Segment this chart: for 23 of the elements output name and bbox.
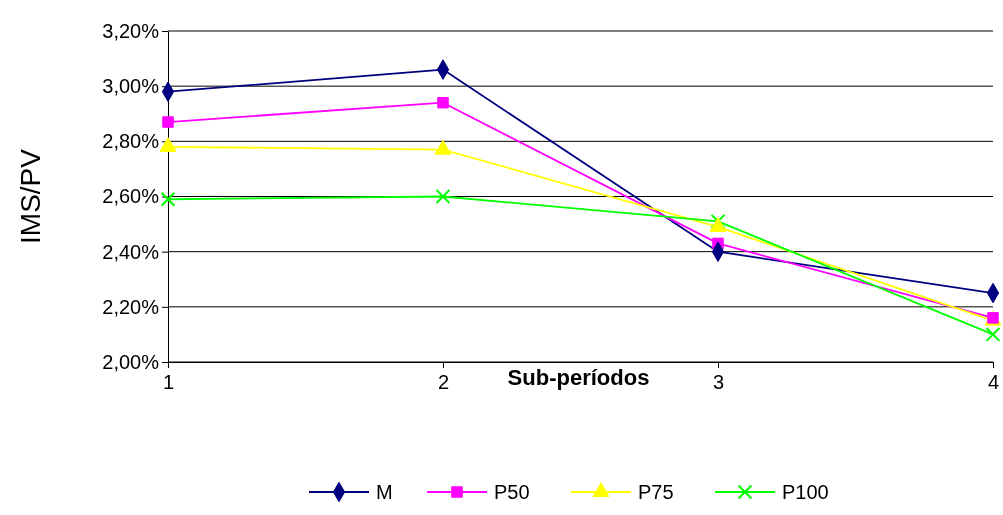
- legend-label: P75: [638, 481, 674, 503]
- y-tick-label: 3,20%: [102, 19, 160, 42]
- y-tick-label: 2,80%: [102, 130, 160, 153]
- x-tick-label: 3: [712, 371, 725, 393]
- x-tick-label: 1: [162, 371, 175, 393]
- point: [985, 326, 1001, 342]
- point: [162, 116, 174, 128]
- legend-label: P100: [782, 481, 829, 503]
- point: [710, 213, 726, 229]
- y-tick-label: 2,20%: [102, 295, 160, 318]
- y-tick-label: 2,00%: [102, 350, 160, 373]
- y-tick-label: 3,00%: [102, 75, 160, 98]
- y-tick-label: 2,40%: [102, 240, 160, 263]
- point: [437, 96, 449, 109]
- x-tick-label: 4: [987, 371, 1000, 393]
- point: [435, 189, 451, 204]
- x-axis-title: Sub-períodos: [507, 365, 650, 390]
- point: [160, 191, 176, 207]
- legend-label: P50: [494, 481, 530, 503]
- legend-label: M: [376, 481, 393, 503]
- y-axis-title: IMS/PV: [15, 148, 46, 244]
- x-tick-label: 2: [437, 371, 450, 393]
- y-tick-label: 2,60%: [102, 185, 160, 208]
